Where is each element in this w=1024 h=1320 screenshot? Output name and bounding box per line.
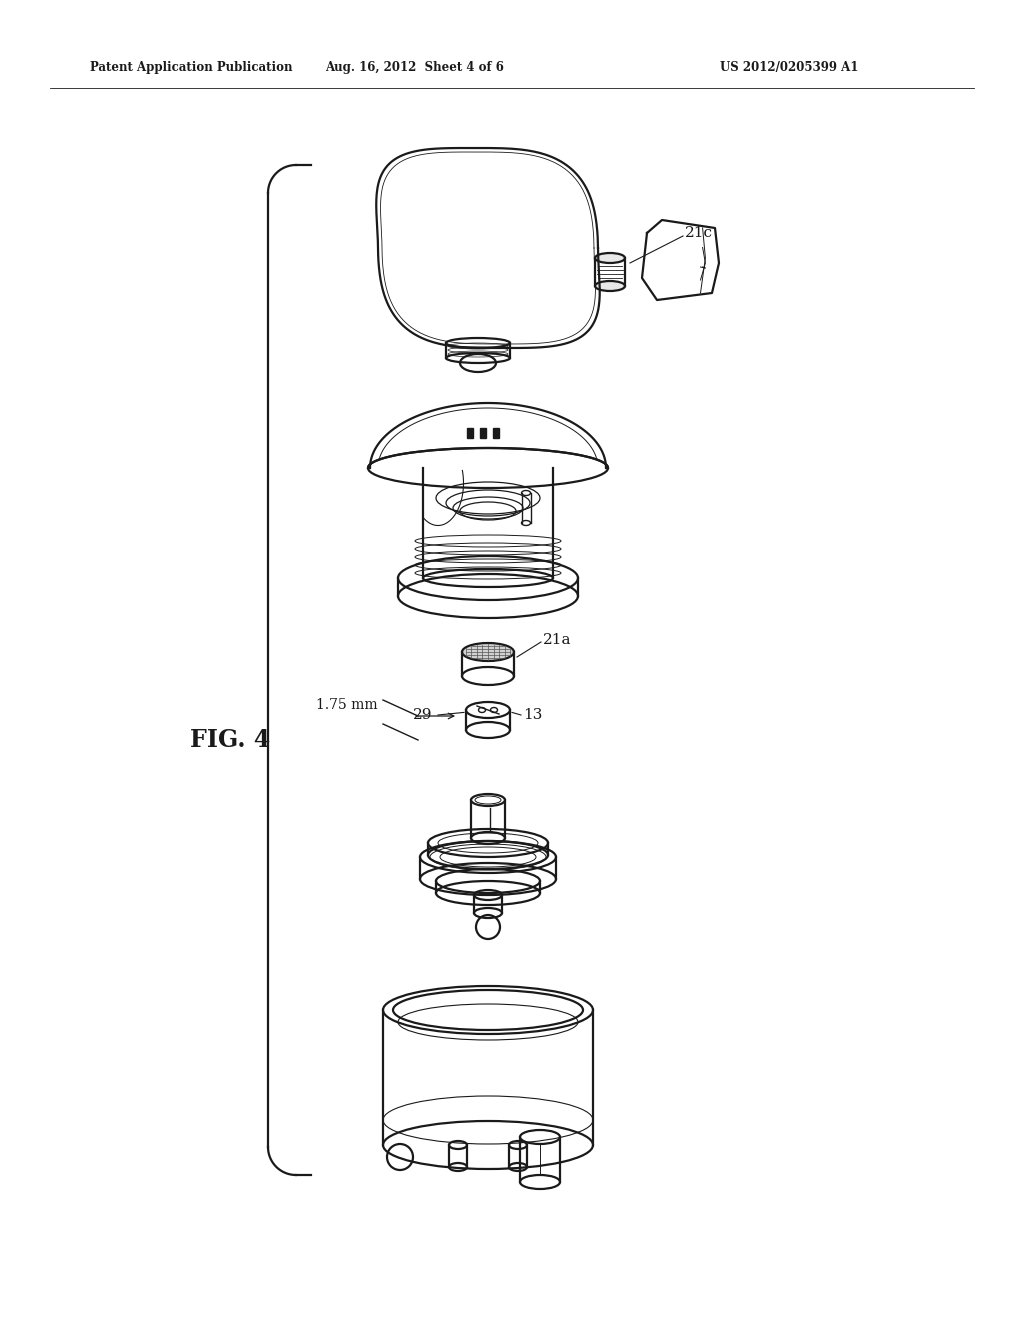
Text: 13: 13 xyxy=(523,708,543,722)
Text: 21a: 21a xyxy=(543,634,571,647)
Ellipse shape xyxy=(595,253,625,263)
Ellipse shape xyxy=(595,281,625,290)
Ellipse shape xyxy=(462,643,514,661)
Text: Patent Application Publication: Patent Application Publication xyxy=(90,62,293,74)
Text: US 2012/0205399 A1: US 2012/0205399 A1 xyxy=(720,62,858,74)
Text: 29: 29 xyxy=(413,708,432,722)
Polygon shape xyxy=(493,428,499,438)
Text: Aug. 16, 2012  Sheet 4 of 6: Aug. 16, 2012 Sheet 4 of 6 xyxy=(326,62,505,74)
Polygon shape xyxy=(467,428,473,438)
Text: 1.75 mm: 1.75 mm xyxy=(316,698,378,711)
Text: 21c: 21c xyxy=(685,226,713,240)
Text: FIG. 4: FIG. 4 xyxy=(190,729,270,752)
Polygon shape xyxy=(480,428,486,438)
